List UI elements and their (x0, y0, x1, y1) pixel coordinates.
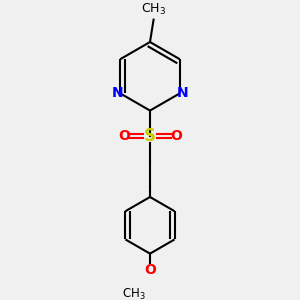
Text: O: O (144, 263, 156, 277)
Text: CH$_3$: CH$_3$ (141, 2, 166, 17)
Text: O: O (118, 129, 130, 143)
Text: N: N (112, 86, 123, 100)
Text: N: N (177, 86, 188, 100)
Text: O: O (170, 129, 182, 143)
Text: S: S (144, 127, 156, 145)
Text: CH$_3$: CH$_3$ (122, 286, 146, 300)
